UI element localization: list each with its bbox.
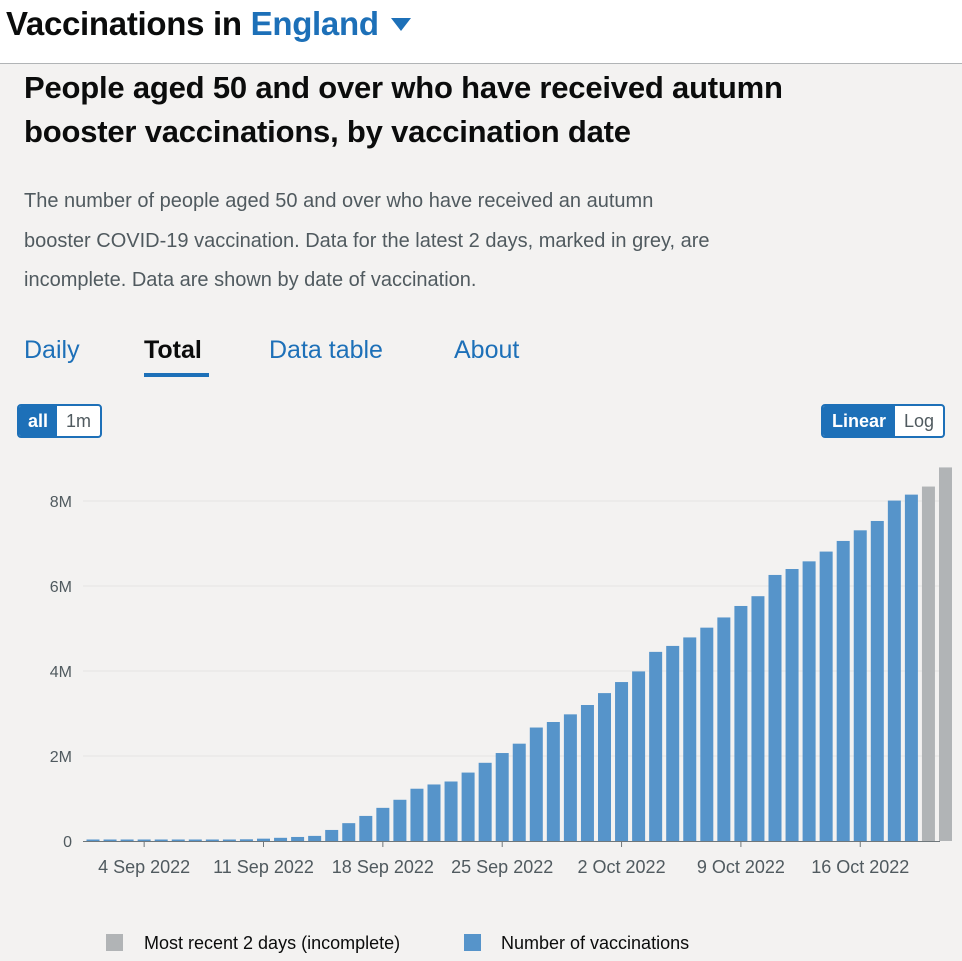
x-tick-label: 11 Sep 2022	[213, 857, 314, 877]
scale-log-button[interactable]: Log	[904, 411, 935, 431]
bar[interactable]	[683, 637, 697, 841]
legend-label-complete: Number of vaccinations	[501, 933, 690, 953]
bar-incomplete[interactable]	[939, 467, 952, 841]
bar[interactable]	[171, 839, 185, 842]
bar[interactable]	[239, 839, 253, 841]
page-header: Vaccinations in England	[0, 0, 962, 64]
bar[interactable]	[359, 815, 373, 841]
bar[interactable]	[205, 839, 219, 842]
bar[interactable]	[86, 839, 100, 842]
bar[interactable]	[853, 530, 867, 841]
bar[interactable]	[666, 645, 680, 841]
bar[interactable]	[802, 561, 816, 841]
bar[interactable]	[120, 839, 134, 842]
scale-linear-button[interactable]: Linear	[823, 406, 896, 436]
y-tick-label: 8M	[50, 494, 72, 511]
bar[interactable]	[342, 823, 356, 841]
bar[interactable]	[461, 772, 475, 841]
card-title: People aged 50 and over who have receive…	[24, 66, 924, 154]
bar[interactable]	[512, 743, 526, 841]
legend-swatch-incomplete	[106, 934, 123, 951]
tab-about[interactable]: About	[454, 336, 520, 364]
page-title: Vaccinations in England	[6, 2, 411, 46]
y-tick-label: 4M	[50, 664, 72, 681]
page-title-prefix: Vaccinations in	[6, 5, 242, 42]
x-tick-label: 16 Oct 2022	[811, 857, 909, 877]
bar[interactable]	[154, 839, 168, 842]
bar[interactable]	[785, 569, 799, 841]
bar[interactable]	[427, 784, 441, 841]
bar[interactable]	[529, 727, 543, 841]
active-tab-underline	[144, 373, 209, 377]
bar[interactable]	[615, 682, 629, 841]
bar[interactable]	[478, 762, 492, 841]
tab-total[interactable]: Total	[144, 336, 202, 364]
bar[interactable]	[904, 494, 918, 841]
bar[interactable]	[325, 829, 339, 841]
bar[interactable]	[103, 839, 117, 842]
bar[interactable]	[649, 651, 663, 841]
card-title-line1: People aged 50 and over who have receive…	[24, 70, 783, 105]
bar[interactable]	[717, 617, 731, 841]
bar[interactable]	[393, 799, 407, 841]
bar[interactable]	[410, 788, 424, 841]
bar[interactable]	[870, 520, 884, 841]
cumulative-vaccinations-chart: 0 2M 4M 6M 8M 4 Sep 2022 11 Sep 2022 18 Sep 202…	[50, 467, 952, 877]
card-description-line1: The number of people aged 50 and over wh…	[24, 190, 654, 212]
bar[interactable]	[274, 837, 288, 841]
bar[interactable]	[308, 835, 322, 841]
bar[interactable]	[734, 605, 748, 841]
legend-label-incomplete: Most recent 2 days (incomplete)	[144, 933, 401, 953]
bar[interactable]	[188, 839, 202, 842]
bar[interactable]	[563, 714, 577, 841]
card-description: The number of people aged 50 and over wh…	[24, 182, 884, 301]
area-selector[interactable]: England	[251, 5, 411, 42]
caret-down-icon[interactable]	[390, 18, 411, 31]
bar[interactable]	[598, 693, 611, 841]
x-tick-label: 4 Sep 2022	[98, 857, 190, 877]
chart-tabs: Daily Total Data table About	[0, 330, 962, 380]
bar[interactable]	[836, 540, 850, 841]
bar[interactable]	[495, 753, 509, 841]
x-tick-label: 9 Oct 2022	[697, 857, 785, 877]
card-description-line3: incomplete. Data are shown by date of va…	[24, 269, 477, 291]
legend-swatch-complete	[464, 934, 481, 951]
bar[interactable]	[376, 807, 390, 841]
bar[interactable]	[819, 551, 833, 841]
bar-incomplete[interactable]	[921, 486, 935, 841]
bar[interactable]	[700, 627, 714, 841]
card-title-line2: booster vaccinations, by vaccination dat…	[24, 114, 631, 149]
area-name[interactable]: England	[250, 5, 379, 42]
tab-daily[interactable]: Daily	[24, 336, 80, 364]
y-tick-label: 2M	[50, 749, 72, 766]
bar[interactable]	[887, 500, 901, 841]
range-all-button[interactable]: all	[19, 406, 58, 436]
bar[interactable]	[546, 722, 560, 841]
y-tick-label: 0	[63, 834, 72, 851]
bar[interactable]	[751, 596, 765, 841]
bar[interactable]	[257, 838, 270, 841]
card-description-line2: booster COVID-19 vaccination. Data for t…	[24, 229, 710, 252]
bar[interactable]	[580, 705, 594, 841]
range-toggle: all 1m	[17, 404, 103, 438]
range-1m-button[interactable]: 1m	[66, 411, 92, 431]
tab-data-table[interactable]: Data table	[269, 336, 383, 364]
bar[interactable]	[632, 671, 646, 841]
x-tick-label: 2 Oct 2022	[578, 857, 666, 877]
bar[interactable]	[444, 781, 458, 842]
bar[interactable]	[137, 839, 151, 842]
bar[interactable]	[291, 836, 305, 841]
x-tick-label: 25 Sep 2022	[451, 857, 553, 877]
bar[interactable]	[222, 839, 236, 842]
scale-toggle: Linear Log	[821, 404, 946, 438]
bar[interactable]	[768, 574, 782, 841]
y-tick-label: 6M	[50, 579, 72, 596]
x-tick-label: 18 Sep 2022	[332, 857, 434, 877]
